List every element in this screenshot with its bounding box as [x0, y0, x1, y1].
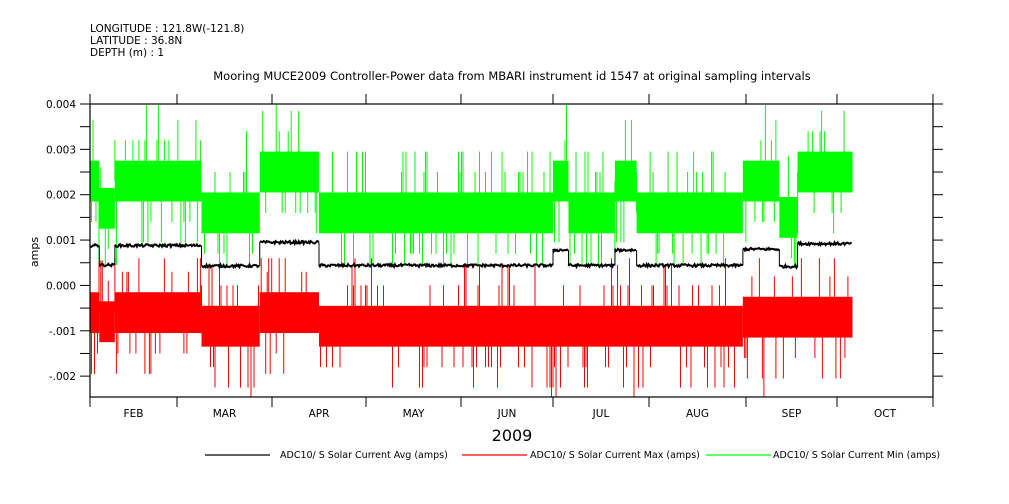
chart-title: Mooring MUCE2009 Controller-Power data f… [213, 69, 811, 83]
series-band [636, 192, 743, 234]
x-tick-label: SEP [782, 408, 802, 420]
tick-labels: 0.004 0.003 0.002 0.001 0.000 -.001 -.002 FEB MA… [46, 99, 897, 420]
series-band [553, 305, 743, 347]
y-axis-label: amps [28, 237, 41, 267]
series-band [90, 160, 100, 202]
legend-label: ADC10/ S Solar Current Avg (amps) [280, 450, 448, 461]
y-tick-label: 0.003 [46, 144, 76, 156]
y-tick-label: 0.002 [46, 190, 76, 202]
latitude-label: LATITUDE : 36.8N [90, 35, 183, 47]
series-avg-segment [114, 241, 202, 250]
y-tick-label: -.001 [49, 326, 76, 338]
series-band [201, 192, 260, 234]
series-avg-segment [552, 248, 569, 254]
series-min [89, 104, 853, 265]
series-avg-segment [613, 247, 637, 254]
x-tick-label: JUL [592, 408, 610, 420]
series-avg-segment [99, 262, 116, 268]
x-tick-label: MAR [213, 408, 237, 420]
series-avg-segment [796, 239, 853, 248]
series-band [99, 187, 115, 229]
series-avg-segment [201, 261, 260, 270]
longitude-label: LONGITUDE : 121.8W(-121.8) [90, 23, 245, 35]
x-tick-label: MAY [403, 408, 425, 420]
legend-label: ADC10/ S Solar Current Max (amps) [530, 450, 700, 461]
axes [80, 94, 943, 407]
series-max [90, 258, 853, 397]
x-tick-label: OCT [874, 408, 897, 420]
x-tick-label: AUG [686, 408, 709, 420]
series-avg-segment [259, 238, 320, 247]
series-avg-segment [567, 262, 615, 270]
y-tick-label: 0.001 [46, 235, 76, 247]
depth-label: DEPTH (m) : 1 [90, 47, 165, 59]
series-avg-segment [636, 261, 744, 270]
y-tick-label: 0.004 [46, 99, 76, 111]
series-band [259, 151, 319, 193]
x-tick-label: JUN [497, 408, 517, 420]
y-tick-label: -.002 [49, 371, 76, 383]
series-avg-segment [742, 246, 780, 253]
legend: ADC10/ S Solar Current Avg (amps) ADC10/ … [205, 450, 940, 461]
x-tick-label: APR [309, 408, 330, 420]
series-layer [89, 104, 853, 397]
series-band [259, 292, 319, 334]
series-band [201, 305, 260, 347]
series-band [568, 192, 615, 234]
x-axis-label: 2009 [492, 426, 533, 445]
series-avg [89, 238, 853, 270]
plot-frame [89, 103, 934, 398]
x-tick-label: FEB [124, 408, 144, 420]
series-avg-segment [89, 242, 100, 248]
series-band [99, 301, 115, 343]
legend-label: ADC10/ S Solar Current Min (amps) [773, 450, 940, 461]
y-tick-label: 0.000 [46, 280, 76, 292]
series-avg-segment [779, 262, 799, 270]
series-avg-segment [318, 262, 554, 270]
series-band [319, 305, 553, 347]
